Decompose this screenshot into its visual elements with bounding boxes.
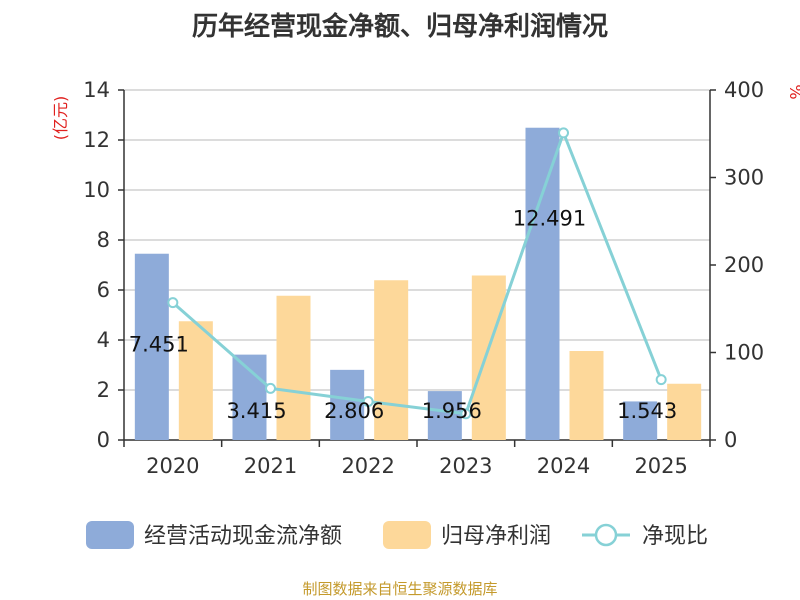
data-source-note: 制图数据来自恒生聚源数据库 (302, 580, 498, 598)
cashflow-data-label: 3.415 (226, 399, 286, 423)
legend-swatch-profit (383, 521, 431, 549)
legend-marker-ratio (594, 523, 618, 547)
cashflow-data-label: 12.491 (513, 207, 586, 231)
left-axis-tick-label: 8 (97, 228, 110, 252)
x-axis-tick-label: 2022 (341, 454, 394, 478)
profit-bar (569, 351, 604, 440)
cashflow-bar (525, 127, 560, 440)
left-axis-tick-label: 10 (83, 178, 110, 202)
cashflow-data-label: 7.451 (129, 333, 189, 357)
left-axis-tick-label: 6 (97, 278, 110, 302)
left-axis-tick-label: 0 (97, 428, 110, 452)
ratio-point (460, 408, 472, 420)
x-axis-tick-label: 2021 (244, 454, 297, 478)
cashflow-bar (427, 391, 462, 440)
cashflow-bar (134, 253, 169, 440)
ratio-point (362, 396, 374, 407)
x-axis-tick-label: 2025 (634, 454, 687, 478)
ratio-point (558, 127, 569, 139)
profit-bar (178, 321, 213, 440)
x-axis-tick-label: 2024 (537, 454, 590, 478)
cashflow-data-label: 1.956 (422, 399, 482, 423)
ratio-point (265, 382, 276, 394)
x-axis-tick-label: 2023 (439, 454, 492, 478)
profit-bar (667, 383, 702, 440)
cashflow-bar (330, 369, 365, 440)
ratio-point (655, 374, 667, 386)
right-axis-tick-label: 400 (724, 78, 764, 102)
legend-label-profit: 归母净利润 (441, 524, 551, 549)
right-axis-tick-label: 300 (724, 166, 764, 190)
cashflow-bar (623, 401, 658, 440)
right-axis-tick-label: 100 (724, 341, 764, 365)
cashflow-data-label: 2.806 (324, 399, 384, 423)
right-axis-tick-label: 200 (724, 253, 764, 277)
right-axis-unit-label: % (786, 84, 800, 99)
left-axis-tick-label: 2 (97, 378, 110, 402)
left-axis-tick-label: 4 (97, 328, 110, 352)
x-axis-tick-label: 2020 (146, 454, 199, 478)
legend-label-cashflow: 经营活动现金流净额 (144, 524, 342, 549)
ratio-line (171, 128, 663, 416)
profit-bar (374, 280, 409, 440)
legend-label-ratio: 净现比 (642, 524, 708, 549)
profit-bar (471, 275, 506, 440)
left-axis-tick-label: 12 (83, 128, 110, 152)
right-axis-tick-label: 0 (724, 428, 737, 452)
cashflow-bar (232, 354, 267, 440)
chart-title: 历年经营现金净额、归母净利润情况 (191, 12, 608, 42)
left-axis-unit-label: (亿元) (51, 96, 70, 141)
ratio-point (167, 297, 179, 309)
cashflow-data-label: 1.543 (617, 399, 677, 423)
legend-swatch-cashflow (86, 521, 134, 549)
profit-bar (276, 295, 311, 440)
left-axis-tick-label: 14 (83, 78, 110, 102)
